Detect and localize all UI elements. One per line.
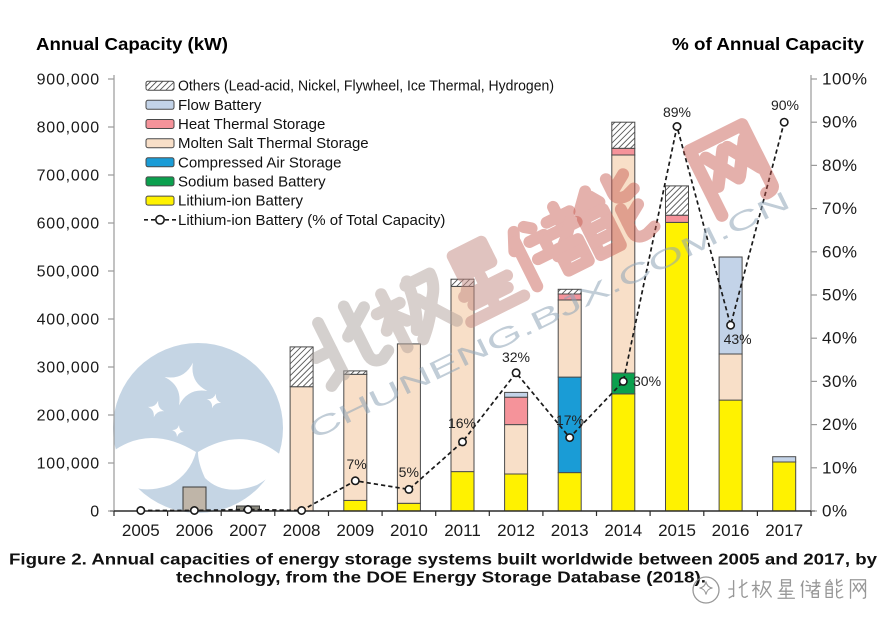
svg-text:700,000: 700,000	[37, 168, 100, 185]
svg-text:Compressed Air Storage: Compressed Air Storage	[178, 154, 341, 171]
svg-text:% of Annual Capacity: % of Annual Capacity	[672, 34, 864, 54]
svg-text:90%: 90%	[771, 97, 799, 113]
svg-text:900,000: 900,000	[37, 72, 100, 89]
svg-text:Others (Lead-acid, Nickel, Fly: Others (Lead-acid, Nickel, Flywheel, Ice…	[178, 78, 554, 95]
svg-text:16%: 16%	[448, 415, 476, 431]
svg-text:7%: 7%	[346, 456, 366, 472]
svg-text:20%: 20%	[822, 415, 858, 434]
svg-text:0: 0	[90, 504, 100, 521]
svg-text:Annual Capacity (kW): Annual Capacity (kW)	[36, 34, 228, 54]
svg-text:Flow Battery: Flow Battery	[178, 97, 262, 114]
svg-text:2009: 2009	[336, 521, 374, 540]
svg-text:500,000: 500,000	[37, 264, 100, 281]
svg-text:60%: 60%	[822, 242, 858, 261]
svg-text:2008: 2008	[283, 521, 321, 540]
svg-text:2014: 2014	[604, 521, 642, 540]
svg-text:technology, from the DOE Energ: technology, from the DOE Energy Storage …	[176, 570, 706, 587]
svg-text:2017: 2017	[765, 521, 803, 540]
svg-text:800,000: 800,000	[37, 120, 100, 137]
svg-text:Sodium based Battery: Sodium based Battery	[178, 173, 326, 190]
svg-text:30%: 30%	[633, 373, 661, 389]
svg-text:89%: 89%	[663, 104, 691, 120]
svg-text:30%: 30%	[822, 372, 858, 391]
svg-text:10%: 10%	[822, 458, 858, 477]
svg-text:Heat Thermal Storage: Heat Thermal Storage	[178, 116, 325, 133]
svg-text:0%: 0%	[822, 502, 848, 521]
svg-text:2005: 2005	[122, 521, 160, 540]
svg-text:Lithium-ion Battery: Lithium-ion Battery	[178, 193, 304, 210]
svg-text:32%: 32%	[502, 349, 530, 365]
svg-text:2006: 2006	[175, 521, 213, 540]
svg-text:600,000: 600,000	[37, 216, 100, 233]
svg-text:100%: 100%	[822, 70, 867, 89]
svg-text:70%: 70%	[822, 199, 858, 218]
svg-text:200,000: 200,000	[37, 408, 100, 425]
svg-text:2011: 2011	[444, 521, 481, 540]
svg-text:2010: 2010	[390, 521, 428, 540]
svg-text:2012: 2012	[497, 521, 535, 540]
svg-text:40%: 40%	[822, 329, 858, 348]
svg-text:2016: 2016	[712, 521, 750, 540]
svg-text:Figure 2. Annual capacities of: Figure 2. Annual capacities of energy st…	[9, 552, 877, 569]
svg-text:100,000: 100,000	[37, 456, 100, 473]
svg-text:Lithium-ion Battery (% of Tota: Lithium-ion Battery (% of Total Capacity…	[178, 212, 445, 229]
svg-text:5%: 5%	[399, 464, 419, 480]
svg-text:400,000: 400,000	[37, 312, 100, 329]
svg-text:43%: 43%	[724, 331, 752, 347]
svg-text:Molten Salt Thermal Storage: Molten Salt Thermal Storage	[178, 135, 369, 152]
svg-text:2013: 2013	[551, 521, 589, 540]
svg-text:17%: 17%	[556, 412, 584, 428]
svg-text:80%: 80%	[822, 156, 858, 175]
svg-text:2015: 2015	[658, 521, 696, 540]
svg-text:2007: 2007	[229, 521, 267, 540]
svg-text:300,000: 300,000	[37, 360, 100, 377]
svg-text:50%: 50%	[822, 286, 858, 305]
svg-text:90%: 90%	[822, 113, 858, 132]
